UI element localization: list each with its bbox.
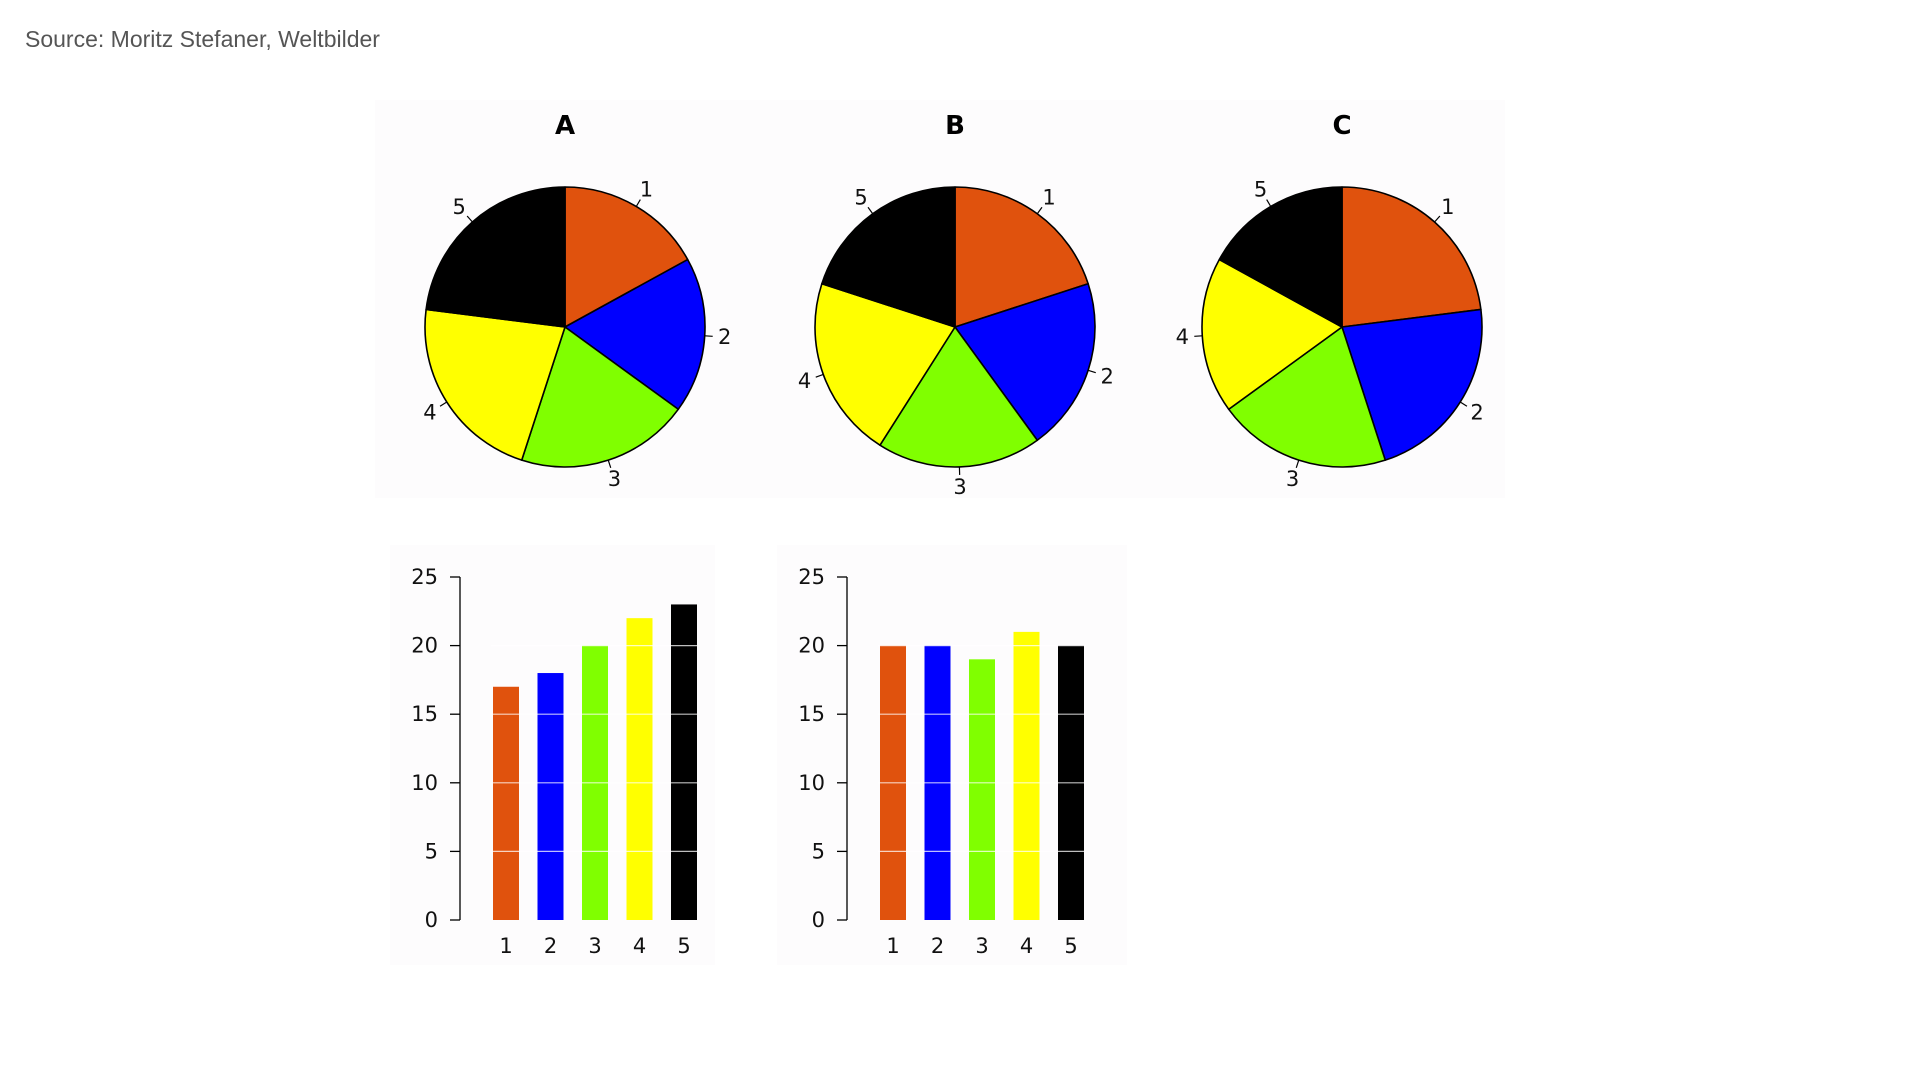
pie-slice-label: 5 (854, 186, 867, 210)
pie-label-tick (466, 215, 473, 223)
y-tick-label: 10 (798, 771, 825, 795)
pie-label-tick (635, 199, 641, 207)
pie-title: B (945, 111, 965, 141)
pie-label-tick (1434, 215, 1441, 223)
bar-3 (969, 659, 995, 920)
source-caption: Source: Moritz Stefaner, Weltbilder (25, 26, 380, 52)
pie-slice-1 (564, 186, 689, 328)
x-tick-label: 5 (1064, 934, 1077, 958)
pie-slice-label: 5 (453, 195, 466, 219)
x-tick-label: 1 (886, 934, 899, 958)
pie-label-tick (1087, 369, 1096, 374)
x-tick-label: 4 (633, 934, 646, 958)
pie-label-tick (1036, 206, 1043, 215)
y-tick-label: 25 (798, 565, 825, 589)
pie-label-tick (1459, 401, 1468, 407)
pie-chart-C: C 1 2 3 4 5 (1176, 111, 1484, 491)
pie-charts-panel: A 1 2 3 4 5 B 1 2 3 4 5 C 1 2 3 4 5 (375, 100, 1505, 499)
y-tick-label: 25 (411, 565, 438, 589)
bar-1 (493, 686, 519, 920)
pie-chart-B: B 1 2 3 4 5 (798, 111, 1114, 499)
bar-chart-1: 0 5 10 15 20 25 1 2 3 4 5 (411, 565, 699, 958)
bar-4 (1013, 631, 1040, 920)
bar-5 (671, 604, 697, 920)
bar-chart-2: 0 5 10 15 20 25 1 2 3 4 5 (798, 565, 1086, 958)
pie-slice-label: 3 (1286, 467, 1299, 491)
pie-label-tick (439, 401, 448, 407)
pie-slice-2 (564, 258, 706, 411)
pie-slice-label: 2 (718, 325, 731, 349)
pie-label-tick (1194, 335, 1203, 337)
pie-slice-3 (520, 326, 680, 468)
y-tick-label: 20 (798, 634, 825, 658)
pie-title: C (1332, 111, 1351, 141)
pie-slice-label: 1 (1042, 186, 1055, 210)
y-tick-label: 15 (798, 702, 825, 726)
x-tick-label: 3 (588, 934, 601, 958)
pie-slice-label: 4 (798, 369, 811, 393)
pie-slice-label: 3 (608, 467, 621, 491)
pie-chart-A: A 1 2 3 4 5 (423, 111, 731, 491)
x-tick-label: 1 (499, 934, 512, 958)
pie-slice-label: 3 (953, 475, 966, 499)
bar-chart-b-panel: 0 5 10 15 20 25 1 2 3 4 5 (777, 545, 1127, 965)
pie-slice-4 (1201, 258, 1343, 411)
pie-slice-4 (814, 282, 956, 447)
y-tick-label: 10 (411, 771, 438, 795)
pie-label-tick (704, 335, 713, 337)
pie-label-tick (1295, 459, 1300, 468)
bar-2 (537, 673, 564, 920)
y-tick-label: 5 (812, 839, 825, 863)
pie-slice-5 (1218, 186, 1343, 328)
pie-title: A (555, 111, 575, 141)
pie-slice-2 (954, 282, 1096, 442)
pie-slice-label: 1 (1441, 195, 1454, 219)
y-tick-label: 0 (812, 908, 825, 932)
bar-chart-a-svg: 0 5 10 15 20 25 1 2 3 4 5 (411, 565, 699, 958)
x-tick-label: 3 (975, 934, 988, 958)
x-tick-label: 2 (931, 934, 944, 958)
pie-label-tick (607, 459, 612, 468)
pie-slice-label: 2 (1470, 401, 1483, 425)
pie-slice-label: 4 (423, 401, 436, 425)
pie-slice-label: 1 (640, 177, 653, 201)
bar-4 (626, 618, 653, 920)
pie-slice-5 (425, 186, 566, 328)
bar-chart-a-panel: 0 5 10 15 20 25 1 2 3 4 5 (390, 545, 715, 965)
x-tick-label: 4 (1020, 934, 1033, 958)
pie-slice-label: 5 (1254, 177, 1267, 201)
pie-label-tick (867, 206, 874, 215)
pie-slice-label: 2 (1101, 364, 1114, 388)
y-tick-label: 15 (411, 702, 438, 726)
pie-slice-label: 4 (1176, 325, 1189, 349)
pie-label-tick (815, 373, 824, 378)
x-tick-label: 2 (544, 934, 557, 958)
pie-charts-svg: A 1 2 3 4 5 B 1 2 3 4 5 C 1 2 3 4 5 (423, 111, 1484, 499)
x-tick-label: 5 (677, 934, 690, 958)
pie-slice-3 (1227, 326, 1387, 468)
pie-slice-1 (1341, 186, 1482, 328)
pie-slice-3 (879, 326, 1039, 468)
bar-chart-b-svg: 0 5 10 15 20 25 1 2 3 4 5 (798, 565, 1086, 958)
y-tick-label: 5 (425, 839, 438, 863)
y-tick-label: 0 (425, 908, 438, 932)
pie-label-tick (1266, 199, 1272, 207)
y-tick-label: 20 (411, 634, 438, 658)
